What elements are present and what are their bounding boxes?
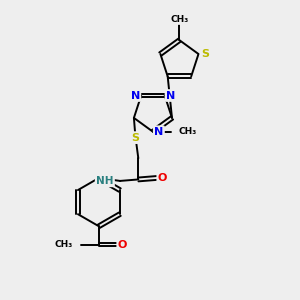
Text: N: N: [131, 91, 140, 100]
Text: CH₃: CH₃: [179, 127, 197, 136]
Text: S: S: [201, 49, 209, 59]
Text: N: N: [166, 91, 175, 100]
Text: CH₃: CH₃: [170, 15, 189, 24]
Text: NH: NH: [96, 176, 114, 186]
Text: O: O: [118, 239, 127, 250]
Text: S: S: [131, 133, 140, 142]
Text: N: N: [154, 127, 164, 137]
Text: O: O: [158, 173, 167, 183]
Text: CH₃: CH₃: [54, 240, 72, 249]
